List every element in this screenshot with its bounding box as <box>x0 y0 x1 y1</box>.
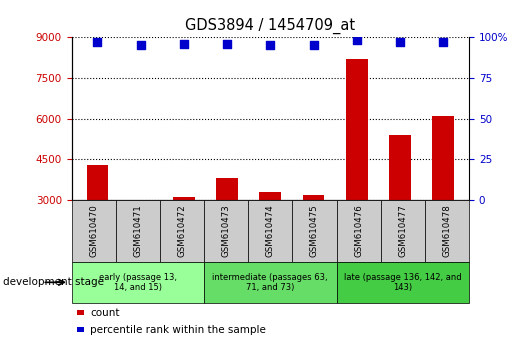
Text: GSM610472: GSM610472 <box>178 205 187 257</box>
Bar <box>303 195 324 281</box>
Point <box>266 42 275 48</box>
Text: late (passage 136, 142, and
143): late (passage 136, 142, and 143) <box>344 273 462 292</box>
Text: GSM610477: GSM610477 <box>399 205 407 257</box>
Bar <box>216 178 238 281</box>
Bar <box>432 116 454 281</box>
Bar <box>260 192 281 281</box>
Text: early (passage 13,
14, and 15): early (passage 13, 14, and 15) <box>99 273 177 292</box>
Point <box>93 39 102 45</box>
Bar <box>130 200 152 281</box>
Text: GSM610478: GSM610478 <box>443 205 452 257</box>
Bar <box>87 165 108 281</box>
Text: GSM610473: GSM610473 <box>222 205 231 257</box>
Bar <box>346 59 367 281</box>
Text: percentile rank within the sample: percentile rank within the sample <box>90 325 266 335</box>
Point <box>439 39 447 45</box>
Bar <box>173 197 195 281</box>
Point <box>223 41 231 46</box>
Text: count: count <box>90 308 120 318</box>
Point <box>352 38 361 43</box>
Text: development stage: development stage <box>3 277 104 287</box>
Text: GSM610475: GSM610475 <box>310 205 319 257</box>
Point <box>136 42 145 48</box>
Text: intermediate (passages 63,
71, and 73): intermediate (passages 63, 71, and 73) <box>213 273 328 292</box>
Point <box>396 39 404 45</box>
Title: GDS3894 / 1454709_at: GDS3894 / 1454709_at <box>186 18 355 34</box>
Point <box>310 42 318 48</box>
Point <box>180 41 188 46</box>
Text: GSM610474: GSM610474 <box>266 205 275 257</box>
Text: GSM610471: GSM610471 <box>134 205 142 257</box>
Text: GSM610470: GSM610470 <box>89 205 98 257</box>
Bar <box>389 135 411 281</box>
Text: GSM610476: GSM610476 <box>354 205 363 257</box>
